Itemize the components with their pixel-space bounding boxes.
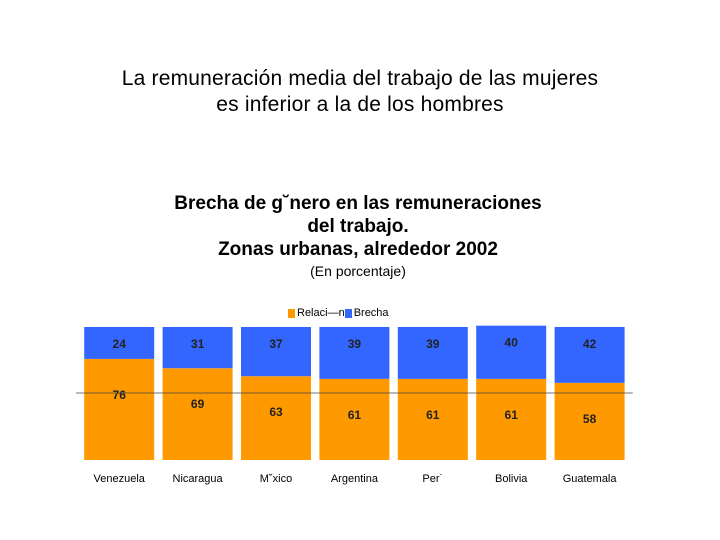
chart-title-line3: Zonas urbanas, alrededor 2002	[218, 239, 498, 260]
bar-relacion-2	[241, 376, 311, 460]
bar-brecha-0	[84, 327, 155, 359]
bar-brecha-3	[319, 327, 390, 379]
x-tick-label-4: Per˙	[422, 473, 443, 485]
chart-subtitle: (En porcentaje)	[310, 263, 406, 279]
legend-swatch-relacion	[288, 308, 295, 318]
legend-label-relacion: Relaci—n	[297, 307, 345, 319]
data-label-brecha-3: 39	[348, 337, 362, 351]
x-tick-label-5: Bolivia	[495, 473, 528, 485]
data-label-brecha-0: 24	[113, 337, 127, 351]
slide-title-line1: La remuneración media del trabajo de las…	[121, 67, 599, 90]
x-tick-label-6: Guatemala	[563, 473, 618, 485]
data-label-brecha-4: 39	[426, 337, 440, 351]
chart-title-line2: del trabajo.	[307, 216, 409, 237]
slide-title: La remuneración media del trabajo de las…	[0, 66, 720, 118]
bar-relacion-0	[84, 358, 155, 460]
bar-relacion-6	[554, 382, 625, 460]
data-label-brecha-2: 37	[269, 337, 283, 351]
bar-relacion-3	[319, 378, 390, 460]
data-label-relacion-6: 58	[583, 412, 597, 426]
bar-brecha-1	[162, 327, 233, 369]
chart-title: Brecha de g˘nero en las remuneraciones d…	[120, 192, 596, 261]
data-label-relacion-1: 69	[191, 397, 205, 411]
bar-relacion-5	[476, 378, 547, 460]
legend-item-relacion: Relaci—n	[288, 307, 345, 319]
x-tick-label-2: M˘xico	[260, 473, 292, 485]
data-label-brecha-1: 31	[191, 337, 205, 351]
x-tick-label-1: Nicaragua	[173, 473, 224, 485]
bar-brecha-5	[476, 325, 547, 379]
data-label-relacion-2: 63	[269, 405, 283, 419]
legend-item-brecha: Brecha	[344, 307, 389, 319]
bar-relacion-1	[162, 368, 233, 460]
x-tick-label-3: Argentina	[331, 473, 379, 485]
chart-legend: Relaci—n Brecha	[288, 306, 389, 320]
data-label-relacion-4: 61	[426, 408, 440, 422]
bar-brecha-6	[554, 327, 625, 383]
legend-swatch-brecha	[344, 308, 352, 318]
chart-title-line1: Brecha de g˘nero en las remuneraciones	[174, 193, 542, 214]
data-label-relacion-0: 76	[113, 388, 127, 402]
bar-brecha-4	[397, 327, 468, 379]
bar-brecha-2	[241, 327, 311, 377]
data-label-relacion-5: 61	[505, 408, 519, 422]
legend-label-brecha: Brecha	[353, 307, 389, 319]
data-label-relacion-3: 61	[348, 408, 362, 422]
x-tick-label-0: Venezuela	[94, 473, 146, 485]
data-label-brecha-5: 40	[505, 336, 519, 350]
slide-title-line2: es inferior a la de los hombres	[216, 93, 504, 116]
data-label-brecha-6: 42	[583, 337, 597, 351]
bar-relacion-4	[397, 378, 468, 460]
